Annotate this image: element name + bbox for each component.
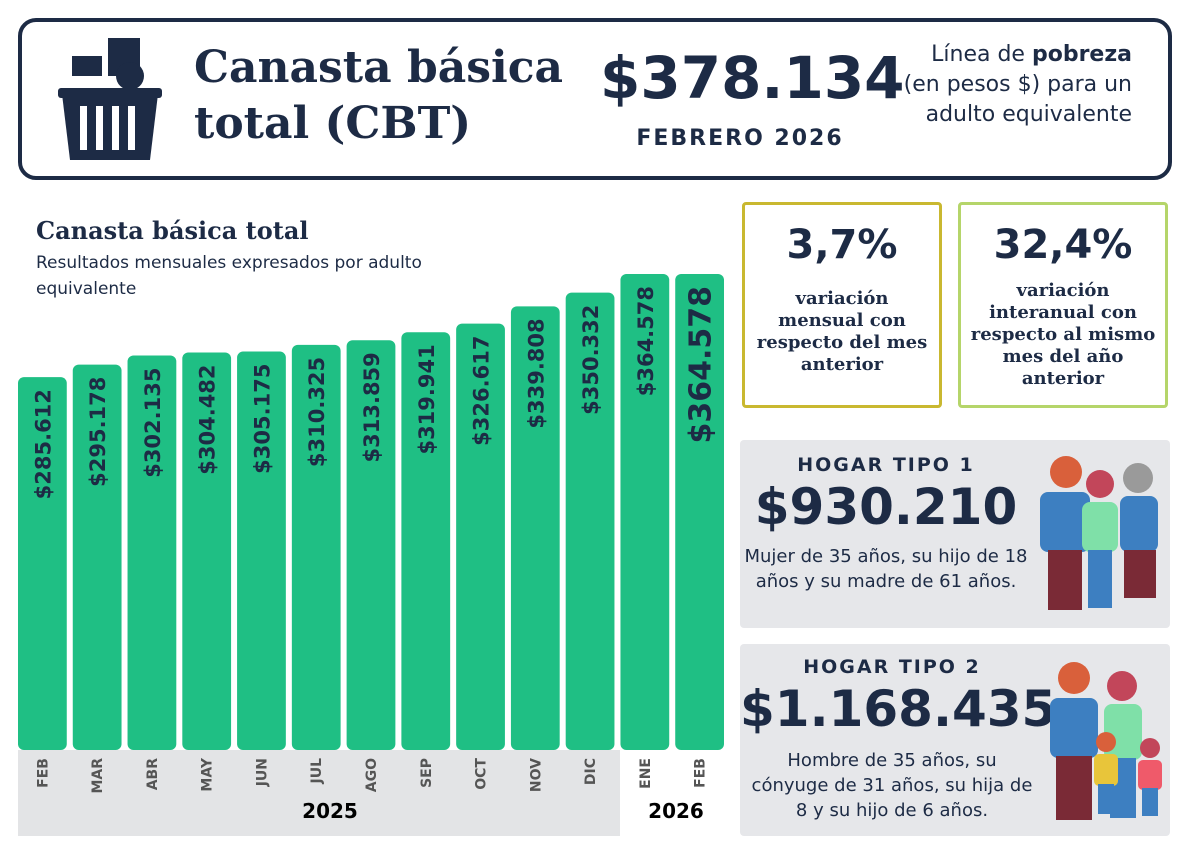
bar — [127, 355, 177, 750]
chart: 2025 2026 $285.612 FEB $295.178 MAR $302.135… — [18, 274, 724, 836]
x-tick-label: OCT — [474, 758, 490, 790]
value-label: $339.808 — [524, 318, 548, 428]
household-title: HOGAR TIPO 2 — [803, 656, 981, 678]
x-tick-label: FEB — [693, 758, 709, 788]
bar — [565, 292, 615, 750]
header-amount: $378.134 — [600, 44, 905, 112]
value-label: $305.175 — [250, 364, 274, 474]
year-label: 2025 — [302, 799, 358, 823]
family-icon — [1050, 662, 1162, 820]
title-line: total (CBT) — [194, 98, 472, 149]
bar — [620, 274, 670, 750]
bar — [18, 377, 67, 750]
bar — [72, 364, 122, 750]
stat-box — [958, 202, 1168, 408]
household-description: Mujer de 35 años, su hijo de 18 años y s… — [744, 546, 1028, 592]
year-label: 2026 — [648, 799, 704, 823]
x-tick-label: JUL — [309, 758, 325, 785]
value-label: $350.332 — [579, 305, 603, 415]
stat-value: 32,4% — [993, 222, 1133, 268]
value-label: $310.325 — [305, 357, 329, 467]
header-title: Canasta básica total (CBT) — [194, 40, 563, 152]
bar — [675, 274, 724, 750]
household-amount: $1.168.435 — [740, 680, 1057, 738]
household-description: Hombre de 35 años, su cónyuge de 31 años… — [751, 750, 1033, 821]
header-period: FEBRERO 2026 — [636, 126, 844, 151]
note-bold: pobreza — [1031, 42, 1132, 67]
value-label: $364.578 — [634, 286, 658, 396]
household-title: HOGAR TIPO 1 — [797, 454, 975, 476]
stat-value: 3,7% — [786, 222, 898, 268]
bar — [237, 351, 286, 750]
value-label: $326.617 — [470, 336, 494, 446]
x-tick-label: SEP — [419, 758, 435, 788]
value-label: $302.135 — [141, 368, 165, 478]
stat-box — [742, 202, 942, 408]
family-icon — [1040, 456, 1158, 610]
x-tick-label: MAY — [200, 757, 216, 791]
x-tick-label: FEB — [35, 758, 51, 788]
x-tick-label: AGO — [364, 758, 380, 792]
x-tick-label: ABR — [145, 758, 161, 791]
bar — [401, 332, 451, 750]
x-tick-label: JUN — [254, 758, 270, 787]
x-tick-label: DIC — [583, 758, 599, 785]
x-tick-label: ENE — [638, 758, 654, 789]
value-label: $313.859 — [360, 352, 384, 462]
household-amount: $930.210 — [754, 478, 1018, 536]
bar — [291, 344, 341, 750]
year-band — [18, 750, 620, 836]
chart-subtitle: Resultados mensuales expresados por adul… — [36, 253, 422, 299]
value-label: $319.941 — [415, 344, 439, 454]
header-note: Línea de pobreza (en pesos $) para un ad… — [900, 40, 1132, 130]
note-text: Línea de — [931, 42, 1025, 67]
value-label: $285.612 — [31, 389, 55, 499]
chart-title: Canasta básica total — [36, 216, 309, 245]
header-box — [18, 18, 1172, 180]
bar — [456, 323, 505, 750]
x-tick-label: MAR — [90, 758, 106, 794]
bar — [346, 340, 396, 750]
basket-icon — [58, 38, 162, 160]
value-label: $295.178 — [86, 377, 110, 487]
bar — [510, 306, 560, 750]
title-line: Canasta básica — [194, 42, 564, 93]
bar — [182, 352, 232, 750]
x-tick-label: NOV — [528, 758, 544, 792]
value-label: $304.482 — [196, 364, 220, 474]
value-label: $364.578 — [684, 286, 719, 444]
note-text: (en pesos $) para un adulto equivalente — [903, 72, 1132, 127]
stat-description: variación interanual con respecto al mis… — [970, 280, 1156, 389]
stat-description: variación mensual con respecto del mes a… — [756, 288, 928, 375]
